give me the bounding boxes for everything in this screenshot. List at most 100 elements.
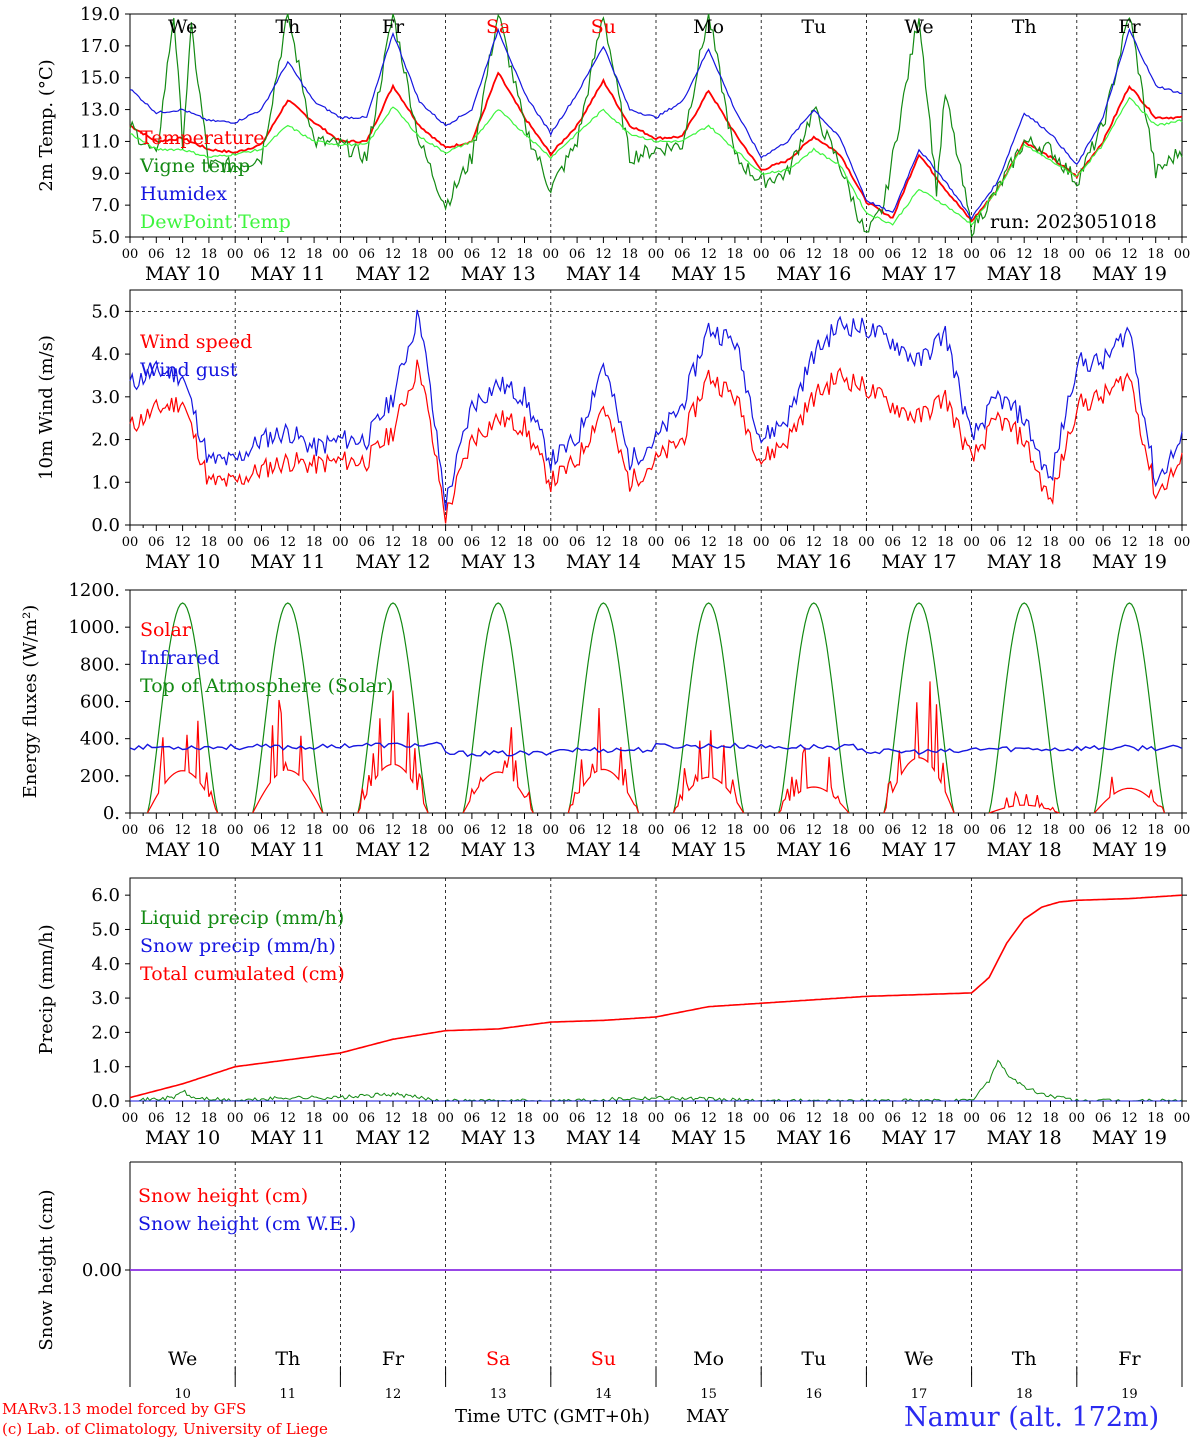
hour-tick-label: 12 — [1016, 535, 1033, 550]
hour-tick-label: 12 — [280, 535, 297, 550]
hour-tick-label: 00 — [122, 247, 139, 262]
weekday-label-bottom: Fr — [382, 1348, 405, 1370]
date-label: MAY 17 — [881, 551, 956, 573]
hour-tick-label: 12 — [806, 535, 823, 550]
lab-credit: (c) Lab. of Climatology, University of L… — [2, 1420, 328, 1438]
hour-tick-label: 12 — [700, 823, 717, 838]
hour-tick-label: 06 — [464, 247, 481, 262]
hour-tick-label: 12 — [1121, 823, 1138, 838]
toa-solar-arc — [672, 602, 745, 814]
y-tick-label: 400. — [80, 729, 120, 750]
hour-tick-label: 18 — [1147, 247, 1164, 262]
y-tick-label: 600. — [80, 692, 120, 713]
solar-line — [146, 720, 219, 814]
hour-tick-label: 06 — [569, 823, 586, 838]
day-number-label: 10 — [174, 1387, 191, 1402]
date-label: MAY 11 — [250, 839, 325, 861]
legend-label: Wind gust — [140, 359, 238, 381]
hour-tick-label: 00 — [1174, 823, 1191, 838]
hour-tick-label: 06 — [884, 247, 901, 262]
infrared-line — [129, 741, 1183, 758]
hour-tick-label: 18 — [937, 1111, 954, 1126]
hour-tick-label: 18 — [1147, 823, 1164, 838]
hour-tick-label: 00 — [1069, 823, 1086, 838]
hour-tick-label: 06 — [674, 535, 691, 550]
hour-tick-label: 06 — [779, 823, 796, 838]
hour-tick-label: 12 — [1016, 823, 1033, 838]
hour-tick-label: 18 — [621, 535, 638, 550]
hour-tick-label: 00 — [858, 247, 875, 262]
series-line-wind-speed — [129, 359, 1183, 524]
weekday-label-bottom: Th — [1012, 1348, 1037, 1370]
y-tick-label: 1200. — [68, 580, 120, 601]
y-tick-label: 7.0 — [91, 195, 120, 216]
hour-tick-label: 00 — [437, 535, 454, 550]
hour-tick-label: 06 — [1095, 1111, 1112, 1126]
date-label: MAY 14 — [566, 839, 641, 861]
hour-tick-label: 00 — [648, 823, 665, 838]
hour-tick-label: 18 — [727, 535, 744, 550]
hour-tick-label: 12 — [174, 247, 191, 262]
hour-tick-label: 18 — [516, 1111, 533, 1126]
hour-tick-label: 00 — [1174, 247, 1191, 262]
y-tick-label: 0. — [103, 803, 120, 824]
model-credit: MARv3.13 model forced by GFS — [2, 1400, 247, 1418]
y-tick-label: 200. — [80, 766, 120, 787]
hour-tick-label: 18 — [937, 535, 954, 550]
hour-tick-label: 06 — [148, 535, 165, 550]
y-tick-label: 3.0 — [91, 988, 120, 1009]
y-tick-label: 2.0 — [91, 430, 120, 451]
hour-tick-label: 06 — [1095, 823, 1112, 838]
hour-tick-label: 18 — [306, 1111, 323, 1126]
series-line-dewpoint-temp — [129, 96, 1183, 226]
legend-label: Solar — [140, 619, 192, 641]
hour-tick-label: 12 — [1121, 247, 1138, 262]
y-tick-label: 0.0 — [91, 515, 120, 536]
solar-line — [357, 690, 429, 814]
date-label: MAY 16 — [776, 263, 851, 285]
hour-tick-label: 18 — [937, 247, 954, 262]
hour-tick-label: 06 — [674, 1111, 691, 1126]
y-tick-label: 4.0 — [91, 344, 120, 365]
day-number-label: 17 — [911, 1387, 928, 1402]
weekday-label-bottom: We — [168, 1348, 197, 1370]
hour-tick-label: 12 — [595, 535, 612, 550]
date-label: MAY 17 — [881, 1127, 956, 1149]
toa-solar-arc — [146, 602, 219, 814]
hour-tick-label: 00 — [1174, 1111, 1191, 1126]
hour-tick-label: 12 — [490, 823, 507, 838]
y-axis-label: 10m Wind (m/s) — [36, 335, 57, 480]
legend-label: DewPoint Temp — [140, 211, 291, 233]
solar-line — [1093, 776, 1166, 814]
hour-tick-label: 18 — [1147, 1111, 1164, 1126]
hour-tick-label: 12 — [700, 247, 717, 262]
hour-tick-label: 18 — [937, 823, 954, 838]
day-number-label: 14 — [595, 1387, 612, 1402]
y-axis-label: Snow height (cm) — [36, 1189, 57, 1350]
hour-tick-label: 12 — [385, 823, 402, 838]
y-tick-label: 3.0 — [91, 387, 120, 408]
hour-tick-label: 06 — [358, 1111, 375, 1126]
date-label: MAY 12 — [355, 263, 430, 285]
toa-solar-arc — [988, 602, 1060, 814]
hour-tick-label: 18 — [727, 1111, 744, 1126]
date-label: MAY 19 — [1092, 1127, 1167, 1149]
hour-tick-label: 06 — [990, 247, 1007, 262]
legend-label: Wind speed — [140, 331, 252, 353]
y-tick-label: 5.0 — [91, 919, 120, 940]
hour-tick-label: 06 — [990, 535, 1007, 550]
solar-line — [252, 699, 324, 814]
legend-label: Liquid precip (mm/h) — [140, 907, 344, 929]
date-label: MAY 10 — [145, 839, 220, 861]
hour-tick-label: 18 — [201, 823, 218, 838]
solar-line — [883, 681, 955, 814]
solar-line — [988, 790, 1060, 814]
hour-tick-label: 18 — [621, 1111, 638, 1126]
hour-tick-label: 18 — [1042, 823, 1059, 838]
y-tick-label: 6.0 — [91, 885, 120, 906]
y-tick-label: 2.0 — [91, 1022, 120, 1043]
hour-tick-label: 18 — [516, 535, 533, 550]
hour-tick-label: 00 — [122, 535, 139, 550]
hour-tick-label: 12 — [700, 1111, 717, 1126]
hour-tick-label: 18 — [201, 247, 218, 262]
